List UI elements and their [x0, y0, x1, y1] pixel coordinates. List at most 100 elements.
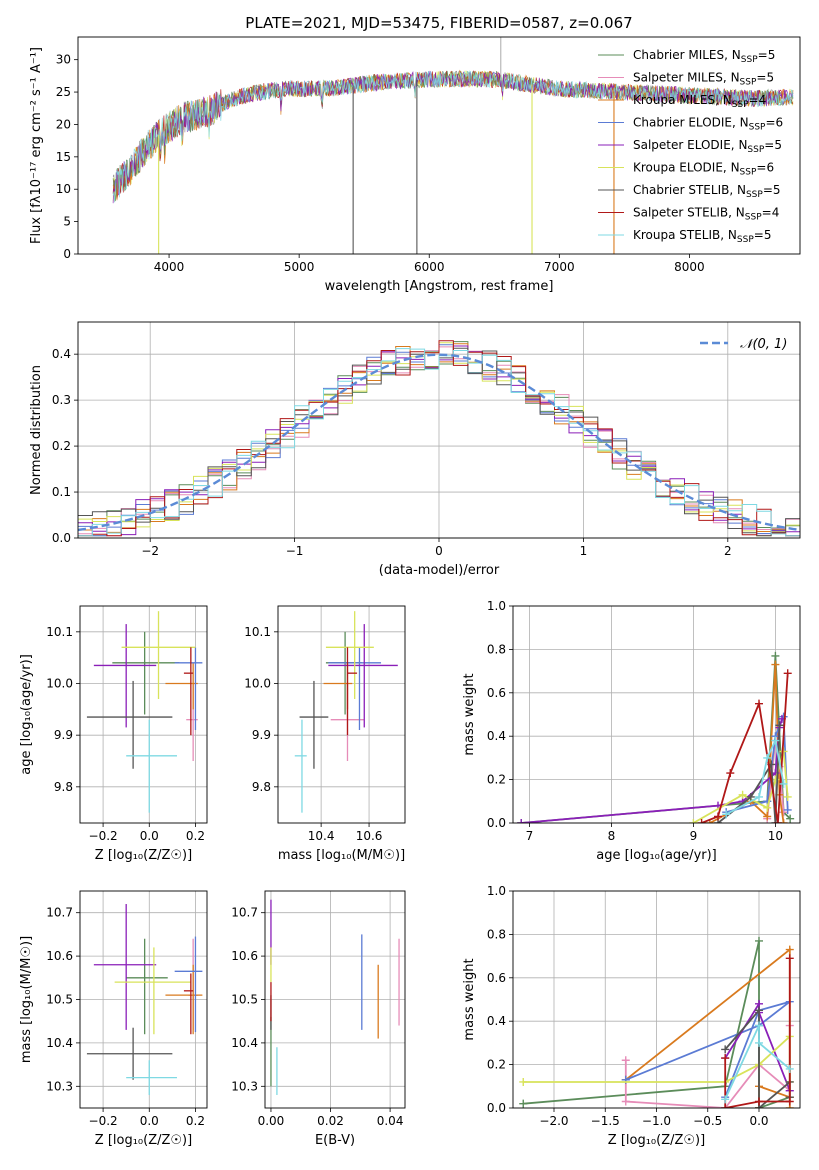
weight-marker	[783, 792, 792, 801]
y-tick-label: 10.1	[244, 625, 271, 639]
legend-eq: =	[756, 71, 766, 85]
y-tick-label: 0.0	[487, 1101, 506, 1115]
weight-marker	[785, 954, 794, 963]
legend-n: N	[731, 71, 740, 85]
y-axis-label: Normed distribution	[29, 365, 44, 495]
histogram-series	[78, 348, 800, 537]
weight-marker	[721, 1045, 730, 1054]
legend-n: N	[736, 206, 745, 220]
legend-sub: SSP	[741, 55, 758, 65]
y-axis-label: mass weight	[462, 673, 477, 755]
y-tick-label: 0.2	[52, 439, 71, 453]
y-tick-label: 0.8	[487, 927, 506, 941]
legend-eq: =	[754, 228, 764, 242]
y-tick-label: 10.4	[46, 1036, 73, 1050]
legend-sep: ,	[724, 48, 732, 62]
legend-eq: =	[758, 48, 768, 62]
legend-name: Chabrier STELIB	[633, 183, 729, 197]
legend-label: Salpeter ELODIE, NSSP=5	[633, 138, 782, 155]
weight-series	[724, 958, 791, 1108]
legend-sub: SSP	[740, 78, 757, 88]
axes-frame	[512, 605, 801, 824]
y-tick-label: 0.3	[52, 393, 71, 407]
spectrum-line	[112, 70, 794, 203]
legend-sep: ,	[720, 228, 728, 242]
legend-name: Chabrier ELODIE	[633, 116, 732, 130]
legend-n: N	[723, 93, 732, 107]
y-tick-label: 9.8	[252, 780, 271, 794]
y-tick-label: 10.0	[244, 677, 271, 691]
x-axis-label: Z [log₁₀(Z/Z☉)]	[95, 1133, 192, 1148]
x-tick-label: −2	[141, 544, 159, 558]
y-tick-label: 10.6	[46, 949, 73, 963]
x-tick-label: 10	[768, 829, 783, 843]
weight-marker	[746, 792, 755, 801]
legend-name: Kroupa MILES	[633, 93, 715, 107]
weight-marker	[763, 812, 772, 821]
y-tick-label: 0.2	[487, 1058, 506, 1072]
plot-area	[78, 340, 800, 537]
legend-eq: =	[763, 183, 773, 197]
legend-sep: ,	[723, 161, 731, 175]
y-tick-label: 9.8	[54, 780, 73, 794]
legend-sub: SSP	[745, 213, 762, 223]
weight-marker	[763, 753, 772, 762]
x-tick-label: 0.0	[749, 1114, 768, 1128]
x-tick-label: 10.4	[308, 829, 335, 843]
legend-name: Salpeter MILES	[633, 71, 723, 85]
x-tick-label: −2.0	[539, 1114, 568, 1128]
y-tick-label: 0.4	[487, 1014, 506, 1028]
x-tick-label: 0.2	[186, 829, 205, 843]
legend-sub: SSP	[740, 168, 757, 178]
y-tick-label: 25	[56, 85, 71, 99]
plot-area	[112, 37, 794, 254]
legend-name: Salpeter STELIB	[633, 206, 728, 220]
y-tick-label: 0.2	[487, 773, 506, 787]
weight-marker	[714, 812, 722, 821]
y-tick-label: 10.3	[46, 1079, 73, 1093]
y-tick-label: 9.9	[54, 728, 73, 742]
weight-marker	[726, 769, 735, 778]
weight-marker	[775, 721, 784, 730]
x-tick-label: −1	[286, 544, 304, 558]
x-tick-label: 0.04	[377, 1114, 404, 1128]
x-tick-label: −0.2	[89, 1114, 118, 1128]
weight-marker	[785, 1097, 794, 1106]
y-tick-label: 1.0	[487, 599, 506, 613]
y-tick-label: 1.0	[487, 884, 506, 898]
axes-frame	[512, 890, 801, 1109]
legend-sub: SSP	[749, 123, 766, 133]
x-axis-label: age [log₁₀(age/yr)]	[596, 848, 717, 863]
legend-label: Chabrier STELIB, NSSP=5	[633, 183, 781, 200]
legend-name: Chabrier MILES	[633, 48, 724, 62]
weight-marker	[621, 1056, 630, 1065]
legend-eq: =	[756, 161, 766, 175]
y-tick-label: 0.0	[52, 531, 71, 545]
weight-marker	[721, 1104, 730, 1108]
legend-sep: ,	[723, 71, 731, 85]
legend-n: N	[737, 183, 746, 197]
legend-name: Salpeter ELODIE	[633, 138, 731, 152]
y-tick-label: 15	[56, 150, 71, 164]
weight-marker	[755, 1006, 763, 1015]
y-tick-label: 10.1	[46, 625, 73, 639]
x-tick-label: 0.0	[140, 829, 159, 843]
legend-sub: SSP	[747, 145, 764, 155]
spectrum-line	[112, 70, 794, 199]
weight-marker	[755, 1038, 763, 1047]
legend-n: N	[740, 116, 749, 130]
legend-eq: =	[749, 93, 759, 107]
legend-sep: ,	[732, 116, 740, 130]
legend-label: Kroupa MILES, NSSP=4	[633, 93, 766, 110]
histogram-series	[78, 340, 800, 537]
weight-marker	[755, 1097, 763, 1106]
weight-marker	[779, 779, 788, 788]
weight-marker	[783, 805, 792, 814]
y-tick-label: 10	[56, 182, 71, 196]
legend-sep: ,	[729, 183, 737, 197]
chart-spectrum: 4000 5000 6000 7000 8000 0 5 10 15 20 25 30 waveleng…	[29, 14, 801, 294]
weight-marker	[773, 819, 782, 823]
x-axis-label: mass [log₁₀(M/M☉)]	[278, 848, 405, 863]
weight-marker	[771, 819, 780, 823]
